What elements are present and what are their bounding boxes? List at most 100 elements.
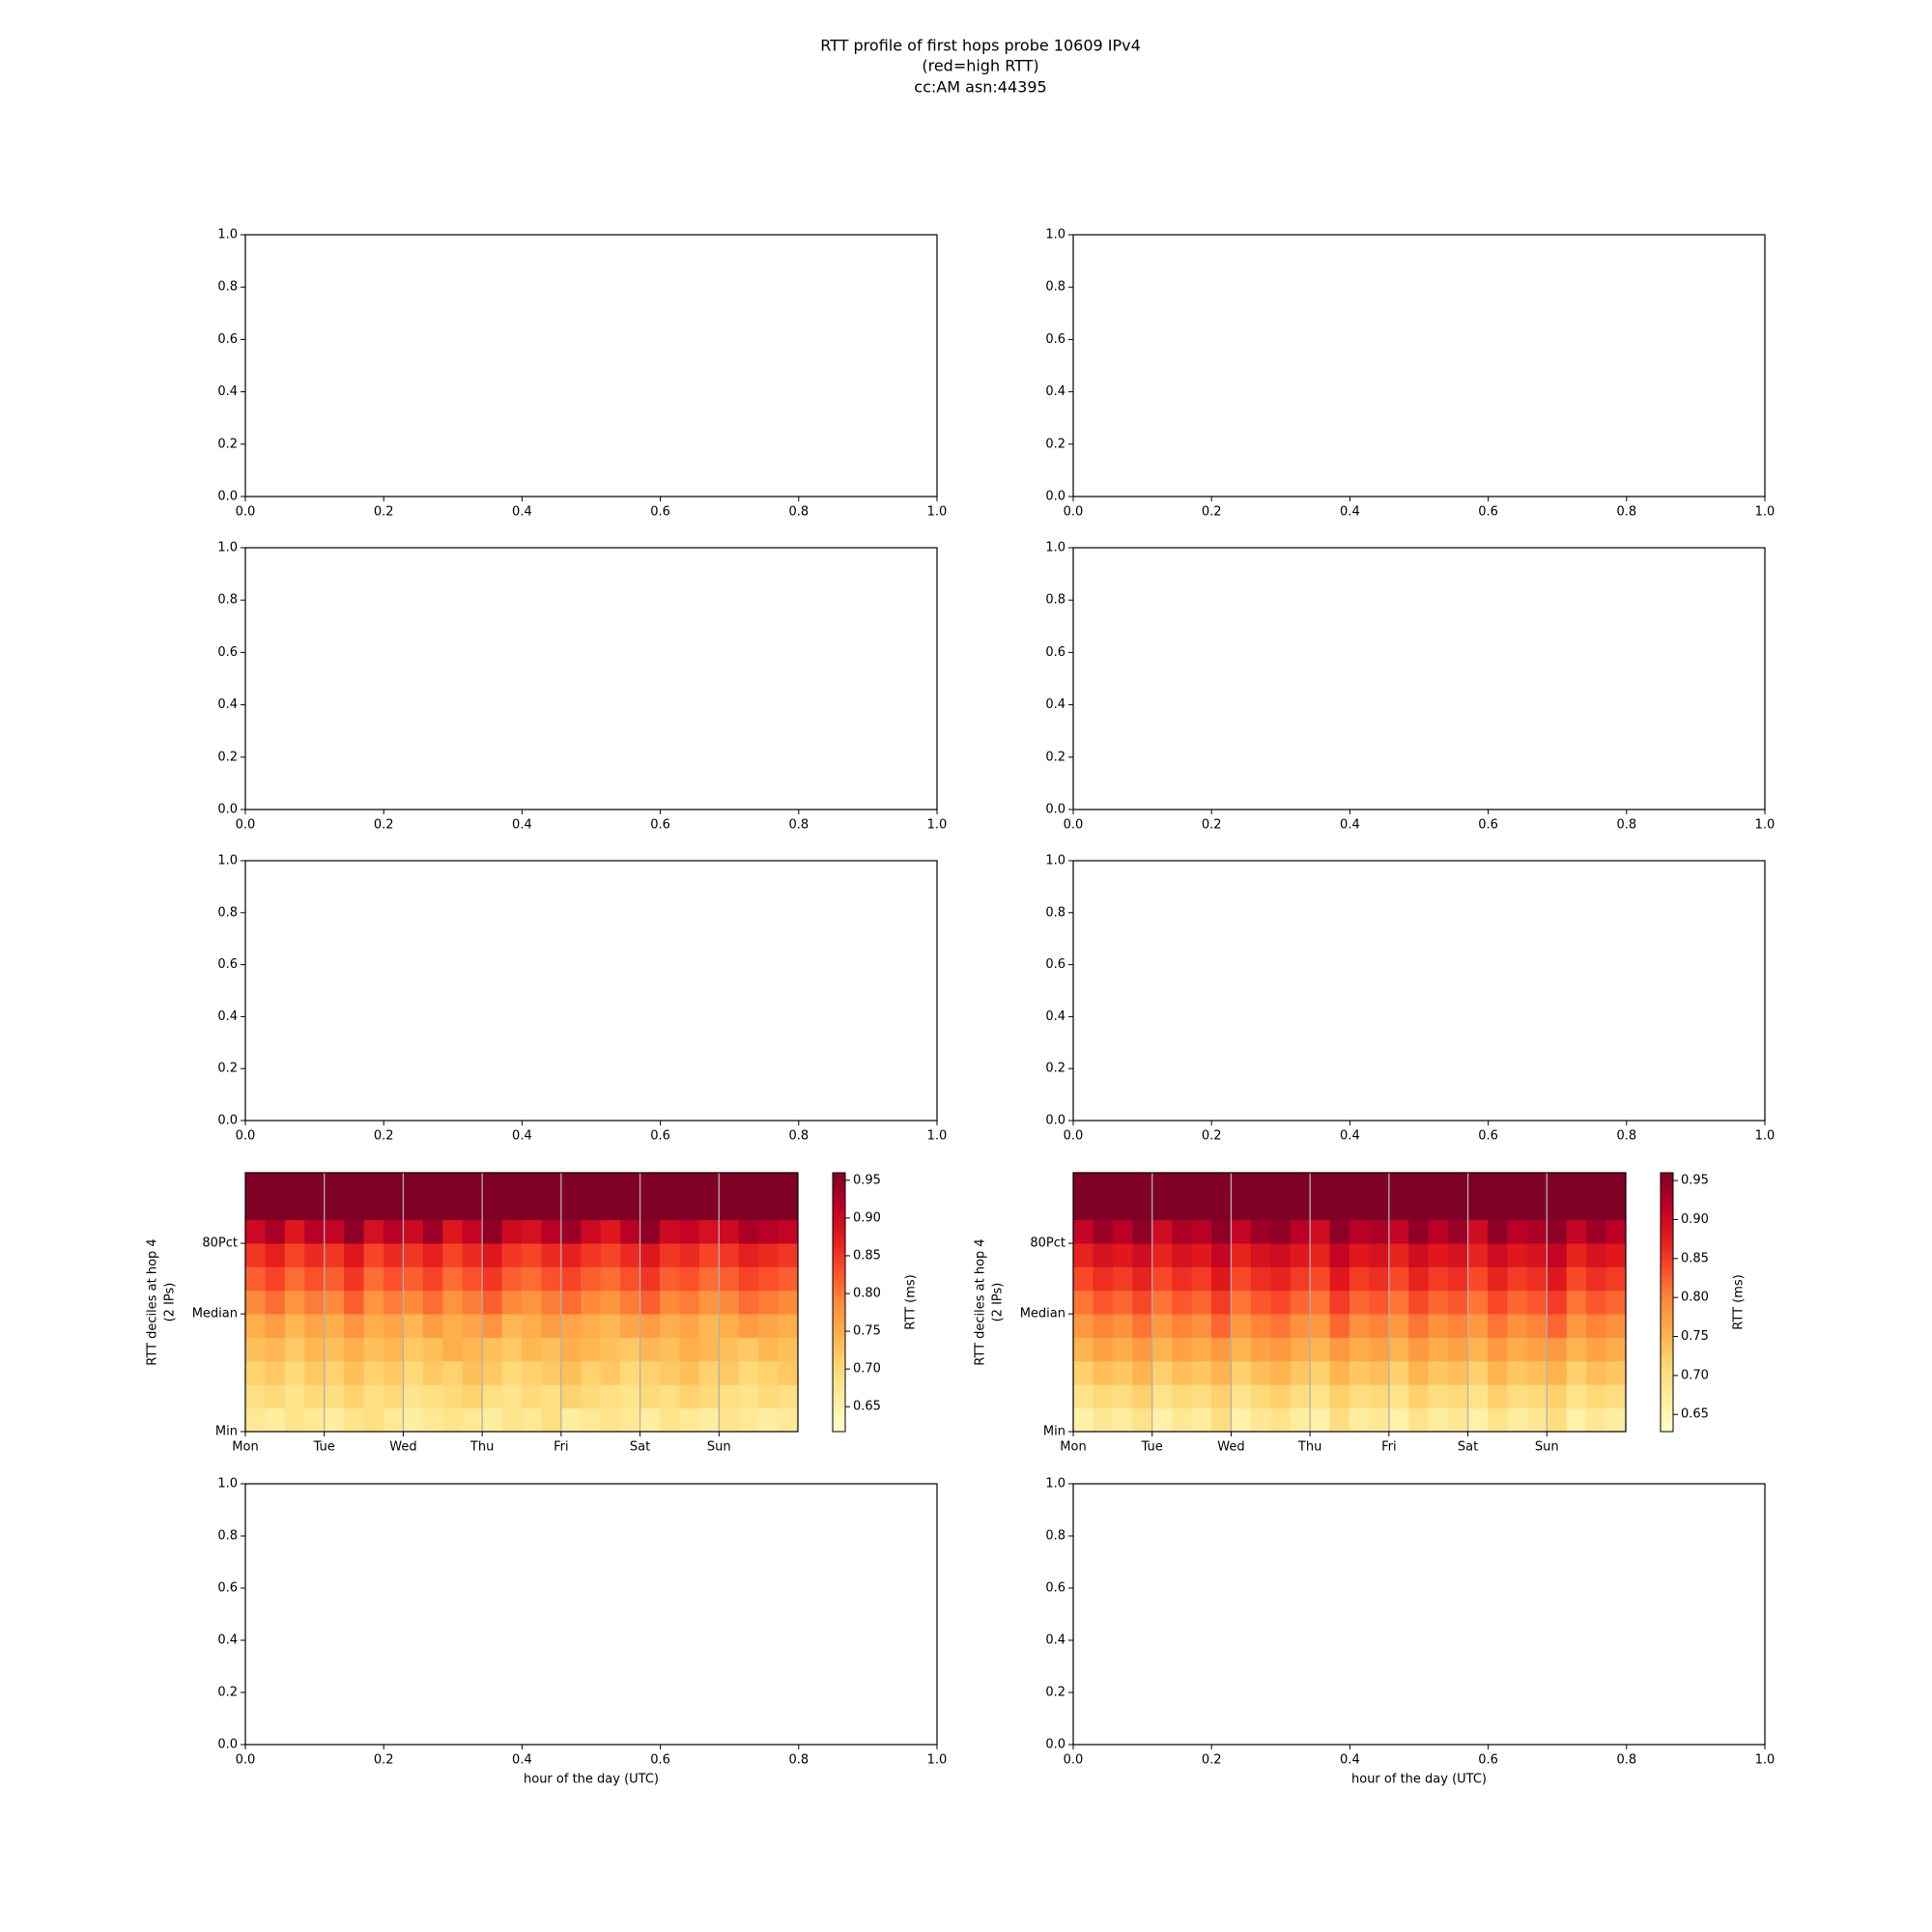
y-tick-label: 0.2 (217, 1686, 238, 1700)
heatmap-cell (1428, 1314, 1449, 1338)
heatmap-cell (1250, 1314, 1271, 1338)
heatmap-cell (1073, 1266, 1094, 1292)
heatmap-cell (1112, 1360, 1133, 1385)
y-tick-label: 0.6 (217, 332, 238, 347)
colorbar-gradient (833, 1399, 845, 1404)
heatmap-cell (304, 1384, 326, 1409)
colorbar-gradient (1661, 1176, 1673, 1180)
heatmap-cell (1151, 1196, 1173, 1221)
heatmap-cell (522, 1290, 542, 1315)
heatmap-cell (1605, 1243, 1627, 1267)
heatmap-cell (284, 1173, 305, 1197)
heatmap-cell (522, 1337, 542, 1362)
heatmap-cell (1290, 1266, 1311, 1292)
heatmap-cell (1132, 1360, 1153, 1385)
colorbar-gradient (833, 1302, 845, 1306)
colorbar-gradient (833, 1321, 845, 1325)
axes-frame (1072, 1483, 1766, 1746)
heatmap-cell (1231, 1407, 1252, 1433)
heatmap-cell (719, 1407, 740, 1433)
heatmap-cell (1388, 1384, 1409, 1409)
heatmap-cell (1369, 1266, 1390, 1292)
heatmap-cell (1112, 1243, 1133, 1267)
heatmap-cell (1488, 1196, 1508, 1221)
heatmap-cell (1151, 1219, 1173, 1244)
heatmap-cell (1329, 1219, 1350, 1244)
heatmap-cell (679, 1266, 700, 1292)
heatmap-cell (639, 1219, 661, 1244)
heatmap-cell (482, 1314, 502, 1338)
heatmap-cell (403, 1314, 424, 1338)
heatmap-cell (403, 1337, 424, 1362)
heatmap-cell (1467, 1384, 1489, 1409)
heatmap-cell (1172, 1196, 1192, 1221)
y-tick-label: 0.0 (1045, 490, 1065, 504)
heatmap-cell (1112, 1407, 1133, 1433)
colorbar-gradient (833, 1211, 845, 1216)
heatmap-cell (600, 1196, 621, 1221)
heatmap-cell (541, 1173, 562, 1197)
heatmap-cell (265, 1266, 286, 1292)
heatmap-cell (1586, 1266, 1606, 1292)
colorbar-gradient (1661, 1243, 1673, 1248)
y-tick-label: 0.6 (217, 645, 238, 660)
heatmap-cell (1191, 1384, 1212, 1409)
heatmap-cell (1467, 1196, 1489, 1221)
colorbar-tick-label: 0.85 (853, 1248, 881, 1263)
heatmap-cell (1605, 1337, 1627, 1362)
heatmap-cell (265, 1360, 286, 1385)
heatmap-cell (1507, 1173, 1528, 1197)
heatmap-cell (1448, 1243, 1468, 1267)
heatmap-cell (422, 1314, 443, 1338)
heatmap-cell (600, 1173, 621, 1197)
heatmap-cell (1350, 1173, 1370, 1197)
heatmap-cell (442, 1384, 464, 1409)
heatmap-cell (1191, 1266, 1212, 1292)
heatmap-cell (363, 1314, 384, 1338)
heatmap-cell (422, 1337, 443, 1362)
heatmap-cell (304, 1337, 326, 1362)
heatmap-cell (1172, 1290, 1192, 1315)
heatmap-cell (1093, 1337, 1114, 1362)
heatmap-cell (1547, 1243, 1568, 1267)
colorbar-gradient (1661, 1279, 1673, 1284)
heatmap-cell (284, 1266, 305, 1292)
heatmap-cell (1566, 1360, 1587, 1385)
heatmap-cell (1073, 1219, 1094, 1244)
heatmap-cell (462, 1407, 483, 1433)
heatmap-cell (698, 1173, 720, 1197)
x-axis-label: hour of the day (UTC) (524, 1773, 659, 1787)
heatmap-cell (620, 1407, 640, 1433)
heatmap-cell (442, 1219, 464, 1244)
heatmap-cell (620, 1314, 640, 1338)
heatmap-cell (1408, 1266, 1430, 1292)
heatmap-cell (1151, 1173, 1173, 1197)
heatmap-cell (284, 1360, 305, 1385)
x-tick-label: Sat (1458, 1440, 1478, 1455)
heatmap-cell (482, 1196, 502, 1221)
heatmap-cell (1586, 1314, 1606, 1338)
heatmap-cell (1488, 1243, 1508, 1267)
heatmap-cell (1132, 1266, 1153, 1292)
y-tick-label: 0.2 (1045, 1686, 1065, 1700)
heatmap-cell (1329, 1407, 1350, 1433)
heatmap-cell (560, 1337, 582, 1362)
heatmap-cell (639, 1173, 661, 1197)
heatmap-cell (600, 1407, 621, 1433)
heatmap-cell (304, 1407, 326, 1433)
colorbar-gradient (1661, 1337, 1673, 1342)
heatmap-cell (384, 1337, 404, 1362)
heatmap-cell (1132, 1384, 1153, 1409)
heatmap-cell (304, 1196, 326, 1221)
y-tick-label: 1.0 (1045, 541, 1065, 555)
heatmap-cell (403, 1173, 424, 1197)
heatmap-cell (679, 1290, 700, 1315)
heatmap-cell (541, 1266, 562, 1292)
heatmap-cell (1448, 1407, 1468, 1433)
heatmap-cell (1507, 1290, 1528, 1315)
heatmap-cell (660, 1407, 680, 1433)
colorbar-gradient (833, 1312, 845, 1316)
heatmap-cell (1350, 1337, 1370, 1362)
heatmap-cell (1290, 1337, 1311, 1362)
heatmap-cell (442, 1360, 464, 1385)
